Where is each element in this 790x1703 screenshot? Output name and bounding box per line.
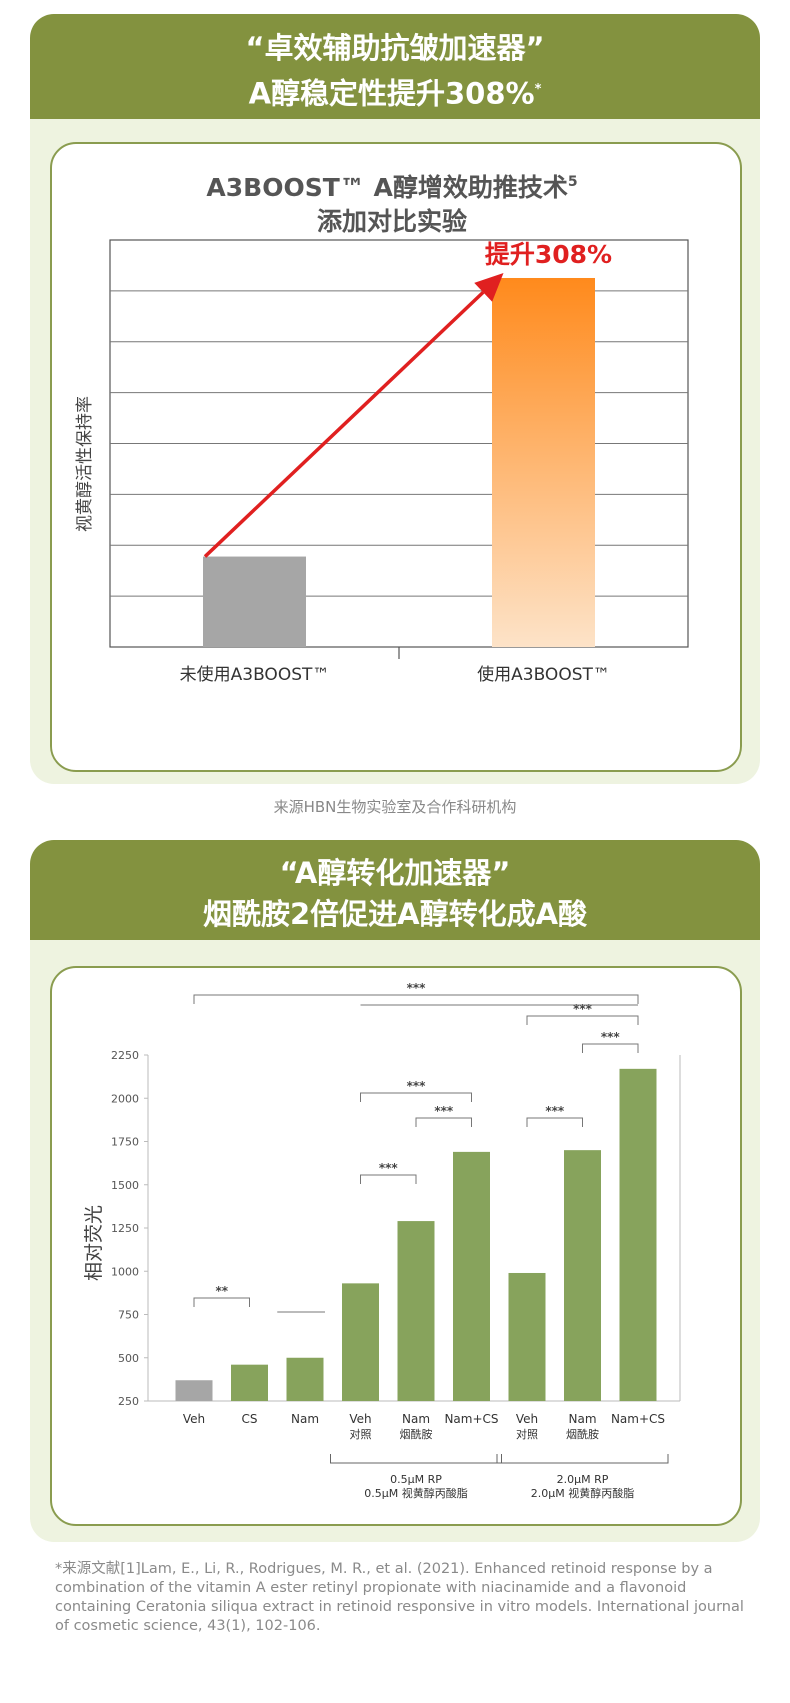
chart2-sig-label: *** (545, 1104, 565, 1118)
chart1-title-sup: 5 (568, 174, 578, 190)
chart2-sig-bracket (360, 1174, 417, 1184)
stability-chart: A3BOOST™ A醇增效助推技术5 添加对比实验 未使用A3BOOST™ 使用A… (75, 173, 689, 685)
chart2-sig-bracket (193, 1297, 250, 1307)
chart2-category-label: Nam+CS (611, 1412, 665, 1426)
chart2-sig-label: *** (434, 1104, 454, 1118)
chart2-sig-label: *** (601, 1030, 621, 1044)
stability-panel: “卓效辅助抗皱加速器” A醇稳定性提升308%* A3BOOST™ A醇增效助推… (30, 14, 760, 784)
stability-source: 来源HBN生物实验室及合作科研机构 (273, 798, 517, 816)
chart2-category-sublabel: 对照 (516, 1427, 538, 1441)
chart2-bar (564, 1150, 601, 1401)
chart2-sig-bracket (582, 1043, 639, 1053)
stability-title-sup: * (534, 82, 542, 97)
chart1-bar-2 (492, 277, 595, 647)
conversion-title-line2: 烟酰胺2倍促进A醇转化成A酸 (202, 897, 588, 931)
chart2-sig-bracket (415, 1117, 472, 1127)
chart2-category-label: Nam+CS (444, 1412, 498, 1426)
chart2-ytick-label: 1500 (111, 1179, 139, 1192)
chart2-group-label2: 0.5μM 视黄醇丙酸脂 (364, 1486, 467, 1500)
chart2-category-sublabel: 烟酰胺 (400, 1427, 433, 1441)
chart2-sig-bracket (360, 1092, 472, 1102)
stability-title-line2: A醇稳定性提升308%* (248, 76, 542, 111)
chart2-sig-label: *** (407, 1079, 427, 1093)
chart2-sig-bracket (526, 1117, 583, 1127)
chart2-sig-label: *** (379, 1161, 399, 1175)
stability-title-line1: “卓效辅助抗皱加速器” (245, 31, 545, 65)
chart2-group-label2: 2.0μM 视黄醇丙酸脂 (531, 1486, 634, 1500)
chart2-category-label: Nam (568, 1412, 596, 1426)
chart2-bar (342, 1283, 379, 1401)
chart2-category-sublabel: 对照 (350, 1427, 372, 1441)
chart2-group-bracket (330, 1454, 502, 1464)
chart2-ytick-label: 2250 (111, 1049, 139, 1062)
conversion-panel: “A醇转化加速器” 烟酰胺2倍促进A醇转化成A酸 250 500 750 1000 12… (30, 840, 760, 1542)
chart1-category-label: 未使用A3BOOST™ (180, 664, 330, 685)
chart2-sig-label: *** (407, 981, 427, 995)
stability-header: “卓效辅助抗皱加速器” A醇稳定性提升308%* (30, 14, 760, 119)
chart2-bar (286, 1357, 324, 1401)
chart2-sig-label: ** (215, 1284, 228, 1298)
chart2-sig-bracket (526, 1015, 639, 1025)
chart2-bar (231, 1364, 268, 1401)
chart2-sig-bracket (193, 994, 639, 1004)
reference-text: *来源文献[1]Lam, E., Li, R., Rodrigues, M. R… (55, 1561, 744, 1634)
chart2-category-label: Veh (183, 1412, 205, 1426)
chart2-bar (508, 1272, 546, 1401)
chart2-sig-label: *** (573, 1002, 593, 1016)
chart1-bar-1 (203, 556, 306, 647)
chart1-category-label: 使用A3BOOST™ (477, 664, 610, 685)
chart2-bar (175, 1380, 213, 1401)
chart2-category-sublabel: 烟酰胺 (566, 1427, 599, 1441)
stability-chart-card: A3BOOST™ A醇增效助推技术5 添加对比实验 未使用A3BOOST™ 使用A… (50, 142, 742, 772)
chart1-arrow-head (474, 272, 504, 302)
chart2-ytick-label: 500 (118, 1352, 139, 1365)
chart2-category-label: Nam (402, 1412, 430, 1426)
conversion-header: “A醇转化加速器” 烟酰胺2倍促进A醇转化成A酸 (30, 840, 760, 940)
chart2-bar (619, 1068, 657, 1401)
chart2-group-label1: 0.5μM RP (390, 1473, 442, 1486)
chart1-ylabel: 视黄醇活性保持率 (75, 396, 95, 532)
chart2-ytick-label: 1000 (111, 1265, 139, 1278)
chart2-group-label1: 2.0μM RP (557, 1473, 609, 1486)
chart2-ylabel: 相对荧光 (83, 1205, 105, 1281)
svg-text:A3BOOST™ A醇增效助推技术5: A3BOOST™ A醇增效助推技术5 (206, 173, 577, 202)
chart2-ytick-label: 1250 (111, 1222, 139, 1235)
chart2-group-bracket (496, 1454, 669, 1464)
conversion-chart-card: 250 500 750 1000 1250 1500 1750 2000 2250 ** *** *… (50, 966, 742, 1526)
chart2-ytick-label: 750 (118, 1309, 139, 1322)
chart2-ytick-label: 250 (118, 1395, 139, 1408)
chart2-category-label: Veh (349, 1412, 371, 1426)
chart2-category-label: Nam (291, 1412, 319, 1426)
chart1-title-line2: 添加对比实验 (317, 207, 467, 236)
chart2-category-label: Veh (516, 1412, 538, 1426)
chart1-arrow-line (203, 291, 485, 558)
chart2-ytick-label: 2000 (111, 1092, 139, 1105)
chart2-bar (397, 1221, 435, 1401)
chart1-title-line1: A3BOOST™ A醇增效助推技术 (206, 173, 567, 202)
chart2-ytick-label: 1750 (111, 1136, 139, 1149)
chart2-bar (453, 1151, 490, 1401)
chart1-annotation: 提升308% (485, 240, 612, 269)
conversion-title-line1: “A醇转化加速器” (279, 856, 511, 890)
chart2-category-label: CS (242, 1412, 258, 1426)
